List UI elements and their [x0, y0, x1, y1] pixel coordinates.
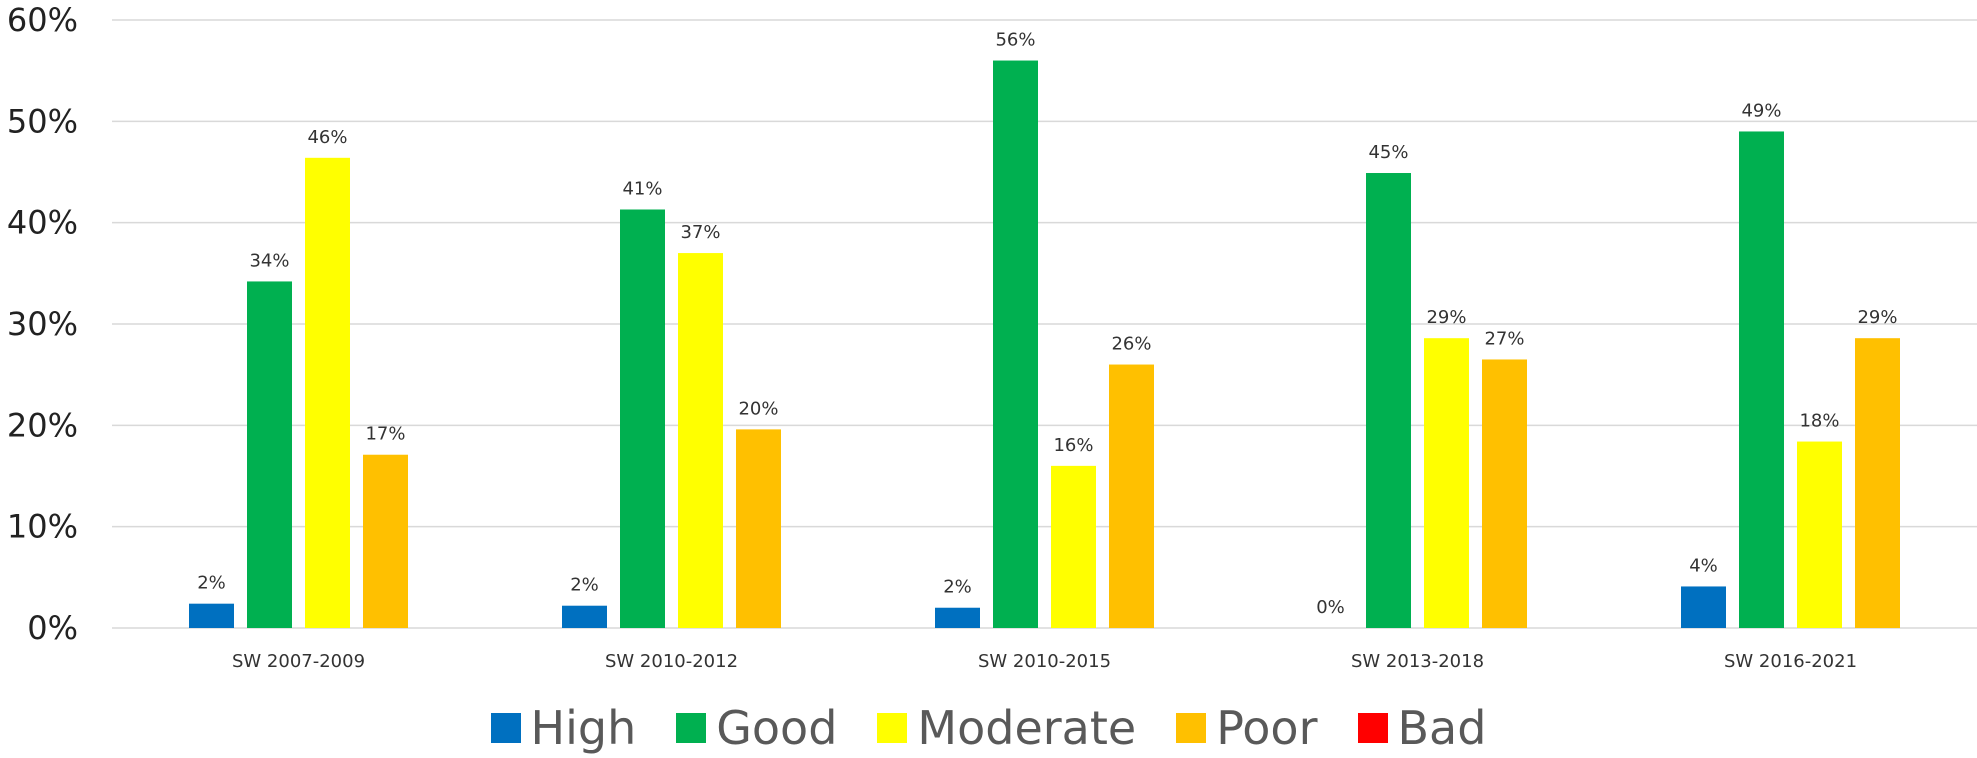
bar-moderate-4 [1797, 441, 1842, 628]
x-tick-label: SW 2016-2021 [1724, 651, 1857, 672]
y-tick-label: 30% [7, 305, 78, 343]
legend: High Good Moderate Poor Bad [0, 698, 1977, 758]
bar-poor-3 [1482, 359, 1527, 628]
legend-swatch [676, 713, 707, 743]
y-tick-label: 10% [7, 508, 78, 546]
legend-item-moderate: Moderate [877, 705, 1136, 751]
legend-swatch [1357, 713, 1388, 743]
data-label-high-3: 0% [1316, 597, 1345, 618]
bar-chart: 0% 10% 20% 30% 40% 50% 60% 2% 34% 46% 17% 2% 41% 37%… [7, 1, 1977, 672]
bar-good-3 [1366, 173, 1411, 628]
y-tick-label: 50% [7, 102, 78, 140]
legend-item-poor: Poor [1176, 701, 1318, 755]
bar-poor-4 [1855, 338, 1900, 628]
data-label-good-3: 45% [1368, 142, 1408, 163]
bar-good-1 [620, 209, 665, 628]
data-label-poor-3: 27% [1484, 328, 1524, 349]
x-tick-label: SW 2013-2018 [1351, 651, 1484, 672]
legend-label: Poor [1216, 701, 1318, 755]
bar-moderate-2 [1051, 465, 1096, 628]
bar-poor-1 [736, 429, 781, 628]
legend-item-good: Good [676, 705, 837, 751]
bar-high-1 [562, 605, 607, 628]
legend-label: Good [716, 701, 838, 755]
data-label-high-2: 2% [943, 577, 972, 598]
y-tick-label: 60% [7, 1, 78, 39]
data-label-high-1: 2% [570, 575, 599, 596]
legend-item-bad: Bad [1357, 701, 1487, 755]
bar-moderate-0 [305, 157, 350, 628]
bar-moderate-1 [678, 253, 723, 629]
bar-poor-0 [363, 454, 408, 628]
bars [189, 60, 1900, 629]
legend-item-high: High [490, 701, 637, 755]
data-label-moderate-1: 37% [680, 222, 720, 243]
data-label-poor-4: 29% [1857, 307, 1897, 328]
bar-high-4 [1681, 586, 1726, 628]
y-tick-label: 40% [7, 204, 78, 242]
data-label-high-0: 2% [197, 573, 226, 594]
data-label-moderate-4: 18% [1799, 411, 1839, 432]
data-label-poor-1: 20% [738, 398, 778, 419]
bar-poor-2 [1109, 364, 1154, 628]
data-label-moderate-3: 29% [1426, 307, 1466, 328]
data-label-high-4: 4% [1689, 555, 1718, 576]
legend-swatch [490, 713, 521, 743]
legend-swatch [877, 713, 908, 743]
bar-high-2 [935, 607, 980, 628]
data-label-poor-2: 26% [1111, 334, 1151, 355]
x-axis: SW 2007-2009 SW 2010-2012 SW 2010-2015 SW 2… [232, 651, 1857, 672]
data-label-good-4: 49% [1741, 100, 1781, 121]
bar-good-4 [1739, 131, 1784, 628]
data-label-poor-0: 17% [365, 424, 405, 445]
legend-swatch [1176, 713, 1207, 743]
data-label-good-0: 34% [249, 250, 289, 271]
x-tick-label: SW 2010-2015 [978, 651, 1111, 672]
bar-moderate-3 [1424, 338, 1469, 628]
data-label-good-2: 56% [995, 30, 1035, 51]
grid-lines [112, 19, 1977, 629]
data-label-good-1: 41% [622, 178, 662, 199]
bar-high-0 [189, 603, 234, 628]
legend-label: High [530, 701, 637, 755]
y-axis: 0% 10% 20% 30% 40% 50% 60% [7, 1, 78, 647]
legend-label: Bad [1397, 701, 1487, 755]
bar-good-2 [993, 60, 1038, 629]
data-label-moderate-2: 16% [1053, 435, 1093, 456]
bar-good-0 [247, 281, 292, 628]
data-label-moderate-0: 46% [307, 127, 347, 148]
y-tick-label: 20% [7, 406, 78, 444]
y-tick-label: 0% [27, 609, 78, 647]
data-labels: 2% 34% 46% 17% 2% 41% 37% 20% 2% 56% 16% 26% 0% 45% 29… [197, 30, 1897, 618]
x-tick-label: SW 2010-2012 [605, 651, 738, 672]
x-tick-label: SW 2007-2009 [232, 651, 365, 672]
legend-label: Moderate [917, 701, 1137, 755]
